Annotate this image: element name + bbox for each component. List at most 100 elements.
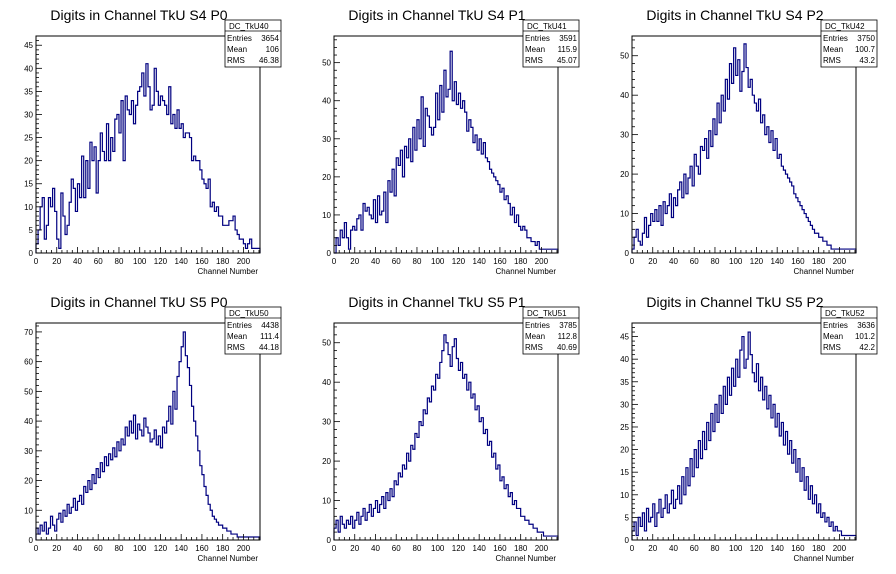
x-tick-label: 180 (812, 544, 826, 553)
chart-title: Digits in Channel TkU S5 P0 (50, 294, 227, 310)
y-tick-label: 20 (24, 157, 33, 166)
y-tick-label: 0 (29, 536, 34, 545)
stats-name: DC_TkU52 (825, 309, 865, 318)
x-tick-label: 40 (669, 544, 678, 553)
histogram-svg: Digits in Channel TkU S5 P0 0 10 20 30 40 50 60… (24, 294, 282, 563)
chart-title: Digits in Channel TkU S5 P2 (646, 294, 823, 310)
stats-box (224, 306, 282, 355)
x-tick-label: 160 (493, 257, 507, 266)
x-tick-label: 120 (154, 257, 168, 266)
x-tick-label: 180 (216, 257, 230, 266)
stats-rms-label: RMS (227, 56, 245, 65)
x-tick-label: 200 (237, 544, 251, 553)
stats-entries-value: 3591 (559, 34, 577, 43)
y-tick-label: 40 (322, 97, 331, 106)
x-tick-label: 0 (630, 544, 635, 553)
x-tick-label: 160 (493, 544, 507, 553)
y-tick-label: 45 (620, 333, 629, 342)
y-tick-label: 10 (322, 211, 331, 220)
plot-frame (631, 35, 857, 254)
x-axis-label: Channel Number (794, 554, 855, 563)
y-tick-label: 50 (322, 59, 331, 68)
y-tick-label: 20 (322, 173, 331, 182)
y-tick-label: 0 (327, 249, 332, 258)
stats-box (522, 19, 580, 68)
plot-frame (35, 35, 261, 254)
x-tick-label: 200 (535, 544, 549, 553)
stats-entries-label: Entries (227, 321, 252, 330)
stats-name: DC_TkU51 (527, 309, 567, 318)
stats-mean-label: Mean (227, 45, 247, 54)
y-tick-label: 30 (24, 447, 33, 456)
x-tick-label: 140 (175, 257, 189, 266)
x-tick-label: 40 (73, 257, 82, 266)
x-tick-label: 40 (371, 544, 380, 553)
y-tick-label: 40 (322, 378, 331, 387)
chart-title: Digits in Channel TkU S4 P1 (348, 7, 525, 23)
x-axis-label: Channel Number (198, 554, 259, 563)
y-tick-label: 25 (24, 134, 33, 143)
x-tick-label: 100 (133, 257, 147, 266)
stats-mean-value: 106 (266, 45, 280, 54)
x-tick-label: 40 (371, 257, 380, 266)
histogram-pad-6: Digits in Channel TkU S5 P2 0 5 10 15 20 25 30 3… (596, 287, 894, 574)
stats-rms-label: RMS (823, 343, 841, 352)
x-tick-label: 20 (648, 544, 657, 553)
x-tick-label: 80 (711, 257, 720, 266)
x-tick-label: 180 (812, 257, 826, 266)
chart-title: Digits in Channel TkU S5 P1 (348, 294, 525, 310)
y-tick-label: 30 (620, 400, 629, 409)
plot-frame (333, 35, 559, 254)
stats-rms-value: 42.2 (859, 343, 875, 352)
histogram-svg: Digits in Channel TkU S4 P2 0 10 20 30 40 50 0 2… (620, 7, 878, 276)
x-axis-label: Channel Number (794, 267, 855, 276)
y-tick-label: 0 (327, 536, 332, 545)
histogram-pad-4: Digits in Channel TkU S5 P0 0 10 20 30 40 50 60… (0, 287, 298, 574)
stats-entries-value: 4438 (261, 321, 279, 330)
histogram-series (35, 331, 261, 540)
y-tick-label: 25 (620, 423, 629, 432)
y-tick-label: 0 (29, 249, 34, 258)
stats-rms-label: RMS (525, 343, 543, 352)
stats-rms-label: RMS (227, 343, 245, 352)
histogram-svg: Digits in Channel TkU S4 P1 0 10 20 30 40 50 0 2… (322, 7, 580, 276)
x-axis-label: Channel Number (496, 554, 557, 563)
y-tick-label: 20 (24, 477, 33, 486)
y-tick-label: 20 (322, 457, 331, 466)
stats-entries-label: Entries (525, 34, 550, 43)
x-tick-label: 60 (392, 544, 401, 553)
stats-name: DC_TkU42 (825, 22, 865, 31)
x-tick-label: 200 (535, 257, 549, 266)
x-tick-label: 180 (514, 257, 528, 266)
x-axis-label: Channel Number (496, 267, 557, 276)
stats-box (820, 306, 878, 355)
x-tick-label: 60 (94, 544, 103, 553)
y-tick-label: 50 (322, 339, 331, 348)
x-tick-label: 120 (750, 257, 764, 266)
stats-mean-label: Mean (823, 45, 843, 54)
x-tick-label: 140 (473, 257, 487, 266)
x-tick-label: 100 (431, 257, 445, 266)
x-tick-label: 160 (195, 257, 209, 266)
y-tick-label: 40 (620, 91, 629, 100)
x-tick-label: 100 (431, 544, 445, 553)
x-tick-label: 40 (669, 257, 678, 266)
x-tick-label: 160 (791, 544, 805, 553)
histogram-pad-5: Digits in Channel TkU S5 P1 0 10 20 30 40 50 0 2… (298, 287, 596, 574)
y-tick-label: 10 (24, 203, 33, 212)
x-tick-label: 0 (630, 257, 635, 266)
stats-entries-value: 3654 (261, 34, 279, 43)
y-tick-label: 15 (24, 180, 33, 189)
stats-mean-label: Mean (823, 332, 843, 341)
histogram-svg: Digits in Channel TkU S4 P0 0 5 10 15 20 25 30 3… (24, 7, 282, 276)
chart-title: Digits in Channel TkU S4 P0 (50, 7, 227, 23)
stats-box (522, 306, 580, 355)
x-tick-label: 100 (729, 257, 743, 266)
x-tick-label: 20 (350, 544, 359, 553)
y-tick-label: 50 (24, 387, 33, 396)
histogram-series (333, 334, 559, 540)
x-tick-label: 80 (413, 257, 422, 266)
x-tick-label: 100 (729, 544, 743, 553)
stats-mean-value: 111.4 (260, 332, 279, 341)
y-tick-label: 30 (322, 418, 331, 427)
